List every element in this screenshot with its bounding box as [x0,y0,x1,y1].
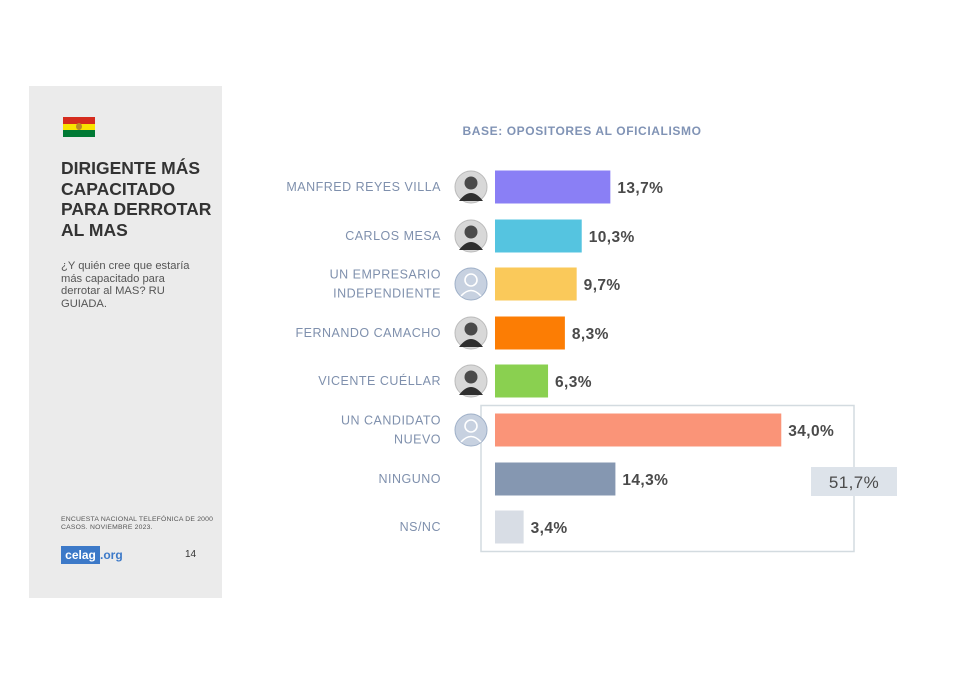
page-number: 14 [185,549,197,560]
category-label: NS/NC [400,520,441,534]
avatar-body-icon [459,339,483,347]
placeholder-body-icon [460,289,482,297]
avatar-placeholder-icon [454,413,488,447]
survey-source: ENCUESTA NACIONAL TELEFÓNICA DE 2000 CAS… [61,516,214,531]
celag-logo: celag .org [61,546,127,564]
category-label: UN EMPRESARIO [330,268,441,282]
chart-title: BASE: OPOSITORES AL OFICIALISMO [462,124,701,138]
flag-stripe-red [63,117,95,124]
bar-value-label: 3,4% [531,520,568,537]
bar-value-label: 9,7% [584,277,621,294]
avatar-head-icon [464,370,478,384]
bar-value-label: 10,3% [589,229,635,246]
bar [495,219,582,253]
logo-main-text: celag [61,546,100,564]
bar [495,510,524,544]
bar-value-label: 8,3% [572,326,609,343]
avatar-head-icon [464,225,478,239]
sidebar: DIRIGENTE MÁS CAPACITADO PARA DERROTAR A… [29,86,222,598]
bar-value-label: 6,3% [555,374,592,391]
bar [495,267,577,301]
category-label: UN CANDIDATO [341,414,441,428]
avatar-body-icon [459,193,483,201]
category-label: NINGUNO [378,472,441,486]
placeholder-body-icon [460,435,482,443]
category-label: FERNANDO CAMACHO [295,326,441,340]
bar [495,170,611,204]
avatar-placeholder-icon [454,267,488,301]
placeholder-head-icon [464,419,478,433]
avatar-body-icon [459,242,483,250]
avatar-head-icon [464,322,478,336]
flag-stripe-green [63,130,95,137]
flag-emblem-icon [76,123,82,130]
bar [495,413,782,447]
survey-question: ¿Y quién cree que estaría más capacitado… [61,260,190,310]
category-label: NUEVO [394,433,441,447]
bolivia-flag-icon [63,117,95,137]
bar [495,316,565,350]
grouped-total-badge [811,467,897,496]
category-label: INDEPENDIENTE [333,287,441,301]
category-label: CARLOS MESA [345,229,441,243]
page-title: DIRIGENTE MÁS CAPACITADO PARA DERROTAR A… [61,158,212,240]
logo-suffix-text: .org [100,548,123,562]
avatar-body-icon [459,387,483,395]
grouped-total-label: 51,7% [829,473,879,492]
bar [495,364,549,398]
bar-value-label: 14,3% [622,472,668,489]
placeholder-head-icon [464,273,478,287]
category-label: MANFRED REYES VILLA [286,180,441,194]
bar-value-label: 34,0% [788,423,834,440]
avatar-head-icon [464,176,478,190]
bar-value-label: 13,7% [617,180,663,197]
bar [495,462,616,496]
category-label: VICENTE CUÉLLAR [318,373,441,388]
